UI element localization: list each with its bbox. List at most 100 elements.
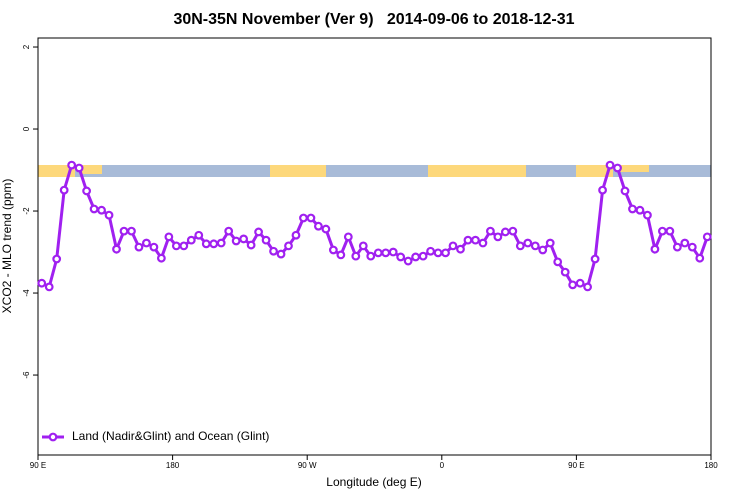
data-point bbox=[418, 251, 428, 261]
data-point bbox=[314, 221, 323, 231]
data-point bbox=[628, 204, 637, 214]
data-point bbox=[231, 236, 241, 246]
y-tick-label: -2 bbox=[22, 207, 31, 215]
data-point bbox=[493, 232, 503, 242]
x-tick-label: 90 E bbox=[30, 461, 46, 470]
data-point bbox=[366, 251, 376, 261]
data-point bbox=[486, 226, 495, 236]
data-point bbox=[471, 235, 480, 245]
data-point bbox=[441, 248, 450, 258]
data-point bbox=[201, 239, 211, 249]
data-point bbox=[665, 226, 675, 236]
data-point bbox=[478, 238, 488, 248]
data-point bbox=[403, 256, 413, 266]
data-point bbox=[523, 238, 533, 248]
data-point bbox=[112, 244, 121, 254]
data-point bbox=[545, 238, 555, 248]
data-point bbox=[246, 240, 256, 250]
data-point bbox=[97, 205, 106, 215]
data-point bbox=[381, 248, 391, 258]
data-point bbox=[702, 232, 712, 242]
data-point bbox=[657, 226, 667, 236]
data-point bbox=[134, 242, 144, 252]
data-point bbox=[515, 241, 525, 251]
data-point bbox=[448, 241, 458, 251]
data-point bbox=[284, 241, 293, 251]
x-axis-label: Longitude (deg E) bbox=[326, 475, 421, 489]
data-point bbox=[209, 239, 219, 249]
data-point bbox=[351, 251, 361, 261]
land-band bbox=[38, 165, 75, 177]
data-point bbox=[620, 186, 630, 196]
data-point bbox=[194, 230, 204, 240]
data-point bbox=[149, 242, 159, 252]
data-point bbox=[179, 241, 189, 251]
series-line bbox=[41, 163, 709, 290]
data-point bbox=[291, 230, 301, 240]
y-axis-label: XCO2 - MLO trend (ppm) bbox=[0, 179, 14, 314]
data-point bbox=[254, 227, 263, 237]
data-point bbox=[388, 247, 398, 257]
land-band bbox=[576, 165, 613, 177]
data-point bbox=[508, 226, 518, 236]
data-point bbox=[37, 278, 47, 288]
data-point bbox=[276, 249, 286, 259]
data-point bbox=[142, 238, 151, 248]
legend-marker bbox=[48, 432, 58, 442]
data-point bbox=[463, 235, 473, 245]
data-point bbox=[164, 232, 174, 242]
data-point bbox=[643, 210, 652, 220]
data-point bbox=[186, 235, 196, 245]
data-point bbox=[261, 235, 271, 245]
data-point bbox=[82, 186, 92, 196]
data-point bbox=[216, 238, 226, 248]
land-band bbox=[270, 165, 326, 177]
legend-label: Land (Nadir&Glint) and Ocean (Glint) bbox=[72, 429, 269, 443]
data-point bbox=[306, 213, 316, 223]
data-point bbox=[89, 204, 99, 214]
land-band bbox=[619, 165, 649, 172]
data-point bbox=[433, 248, 443, 258]
y-tick-label: -6 bbox=[22, 371, 31, 379]
data-point bbox=[269, 246, 278, 256]
data-point bbox=[358, 241, 368, 251]
data-point bbox=[635, 205, 645, 215]
data-point bbox=[680, 238, 690, 248]
x-tick-label: 90 W bbox=[298, 461, 317, 470]
data-point bbox=[59, 185, 69, 195]
data-point bbox=[650, 244, 660, 254]
data-point bbox=[590, 254, 600, 264]
data-point bbox=[224, 226, 234, 236]
chart-title: 30N-35N November (Ver 9) 2014-09-06 to 2… bbox=[173, 11, 574, 28]
data-point bbox=[119, 226, 129, 236]
y-tick-label: -4 bbox=[22, 289, 31, 297]
data-point bbox=[343, 232, 353, 242]
data-point bbox=[104, 210, 114, 220]
data-point bbox=[500, 227, 510, 237]
data-point bbox=[695, 253, 705, 263]
data-point bbox=[74, 163, 84, 173]
y-tick-label: 2 bbox=[22, 44, 31, 49]
x-tick-label: 180 bbox=[166, 461, 180, 470]
data-point bbox=[530, 241, 540, 251]
data-point bbox=[321, 224, 331, 234]
data-point bbox=[568, 280, 578, 290]
land-band bbox=[428, 165, 526, 177]
data-point bbox=[598, 185, 607, 195]
ocean-band bbox=[38, 165, 711, 177]
data-point bbox=[171, 241, 181, 251]
land-band bbox=[82, 165, 102, 174]
data-point bbox=[538, 245, 548, 255]
data-point bbox=[575, 278, 585, 288]
x-tick-label: 0 bbox=[440, 461, 445, 470]
data-point bbox=[560, 267, 570, 277]
data-point bbox=[67, 160, 77, 170]
data-point bbox=[583, 282, 593, 292]
data-point bbox=[156, 253, 166, 263]
data-point bbox=[336, 250, 346, 260]
x-tick-label: 180 bbox=[704, 461, 718, 470]
plot-frame bbox=[37, 37, 712, 456]
data-point bbox=[687, 242, 697, 252]
